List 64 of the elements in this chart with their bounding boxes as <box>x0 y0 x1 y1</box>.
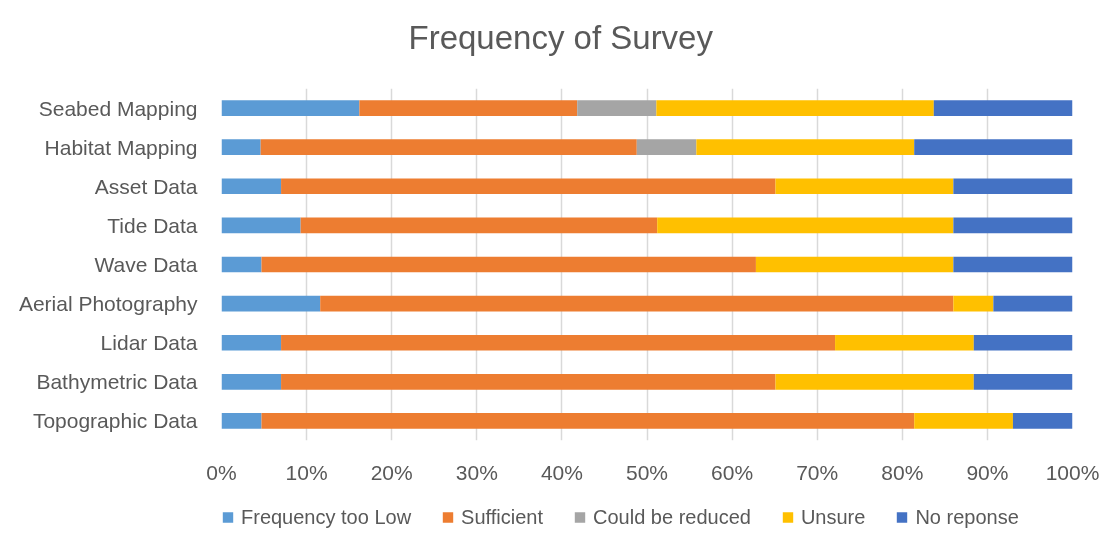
bar <box>281 178 776 195</box>
bar <box>914 139 1073 155</box>
legend-label: Could be reduced <box>593 505 751 529</box>
x-tick-label: 70% <box>796 460 839 484</box>
bar <box>359 100 578 116</box>
bar <box>221 217 301 234</box>
bar <box>1012 413 1073 429</box>
bar <box>261 413 915 429</box>
bar <box>281 334 836 351</box>
x-tick-label: 60% <box>711 460 754 484</box>
x-tick-label: 30% <box>455 460 498 484</box>
bar <box>835 334 974 351</box>
x-tick-label: 50% <box>625 460 669 484</box>
bar <box>636 139 697 155</box>
bar <box>657 217 954 234</box>
legend-label: Frequency too Low <box>241 505 412 529</box>
bar <box>300 217 658 234</box>
y-tick-label: Lidar Data <box>100 331 198 355</box>
x-tick-label: 100% <box>1045 460 1099 484</box>
bar <box>755 256 954 273</box>
bar <box>973 374 1073 390</box>
bar <box>973 334 1073 351</box>
bar <box>320 295 954 312</box>
y-tick-label: Topographic Data <box>32 409 198 433</box>
bar <box>656 100 934 116</box>
bar <box>221 374 282 390</box>
x-tick-label: 80% <box>881 460 924 484</box>
bar <box>993 295 1073 312</box>
bar <box>221 334 282 351</box>
x-tick-label: 0% <box>206 460 237 484</box>
x-tick-label: 40% <box>540 460 583 484</box>
bar <box>933 100 1073 116</box>
bar <box>221 178 282 195</box>
bar <box>953 217 1073 234</box>
bar <box>260 139 637 155</box>
bar <box>775 374 974 390</box>
bar <box>914 413 1013 429</box>
legend-label: Sufficient <box>461 505 544 529</box>
legend-label: Unsure <box>800 505 866 529</box>
bar <box>221 295 321 312</box>
bar <box>696 139 915 155</box>
y-tick-label: Habitat Mapping <box>44 135 198 159</box>
bar <box>775 178 954 195</box>
y-tick-label: Asset Data <box>94 174 198 198</box>
y-tick-label: Seabed Mapping <box>38 96 198 120</box>
y-tick-label: Wave Data <box>94 253 198 276</box>
bar <box>281 374 776 390</box>
y-tick-label: Bathymetric Data <box>36 370 198 394</box>
legend-label: No reponse <box>915 505 1019 529</box>
bar <box>221 139 261 155</box>
bar <box>221 413 262 429</box>
x-tick-label: 90% <box>966 460 1009 484</box>
bar <box>261 256 756 273</box>
bar <box>221 256 262 273</box>
bar <box>953 256 1073 273</box>
x-tick-label: 20% <box>370 460 413 484</box>
x-tick-label: 10% <box>285 460 328 484</box>
bar <box>953 295 994 312</box>
y-tick-label: Aerial Photography <box>18 292 198 316</box>
bar <box>221 100 360 116</box>
y-tick-label: Tide Data <box>107 213 198 237</box>
bar <box>953 178 1073 195</box>
bar <box>577 100 657 116</box>
chart-title: Frequency of Survey <box>408 18 714 56</box>
